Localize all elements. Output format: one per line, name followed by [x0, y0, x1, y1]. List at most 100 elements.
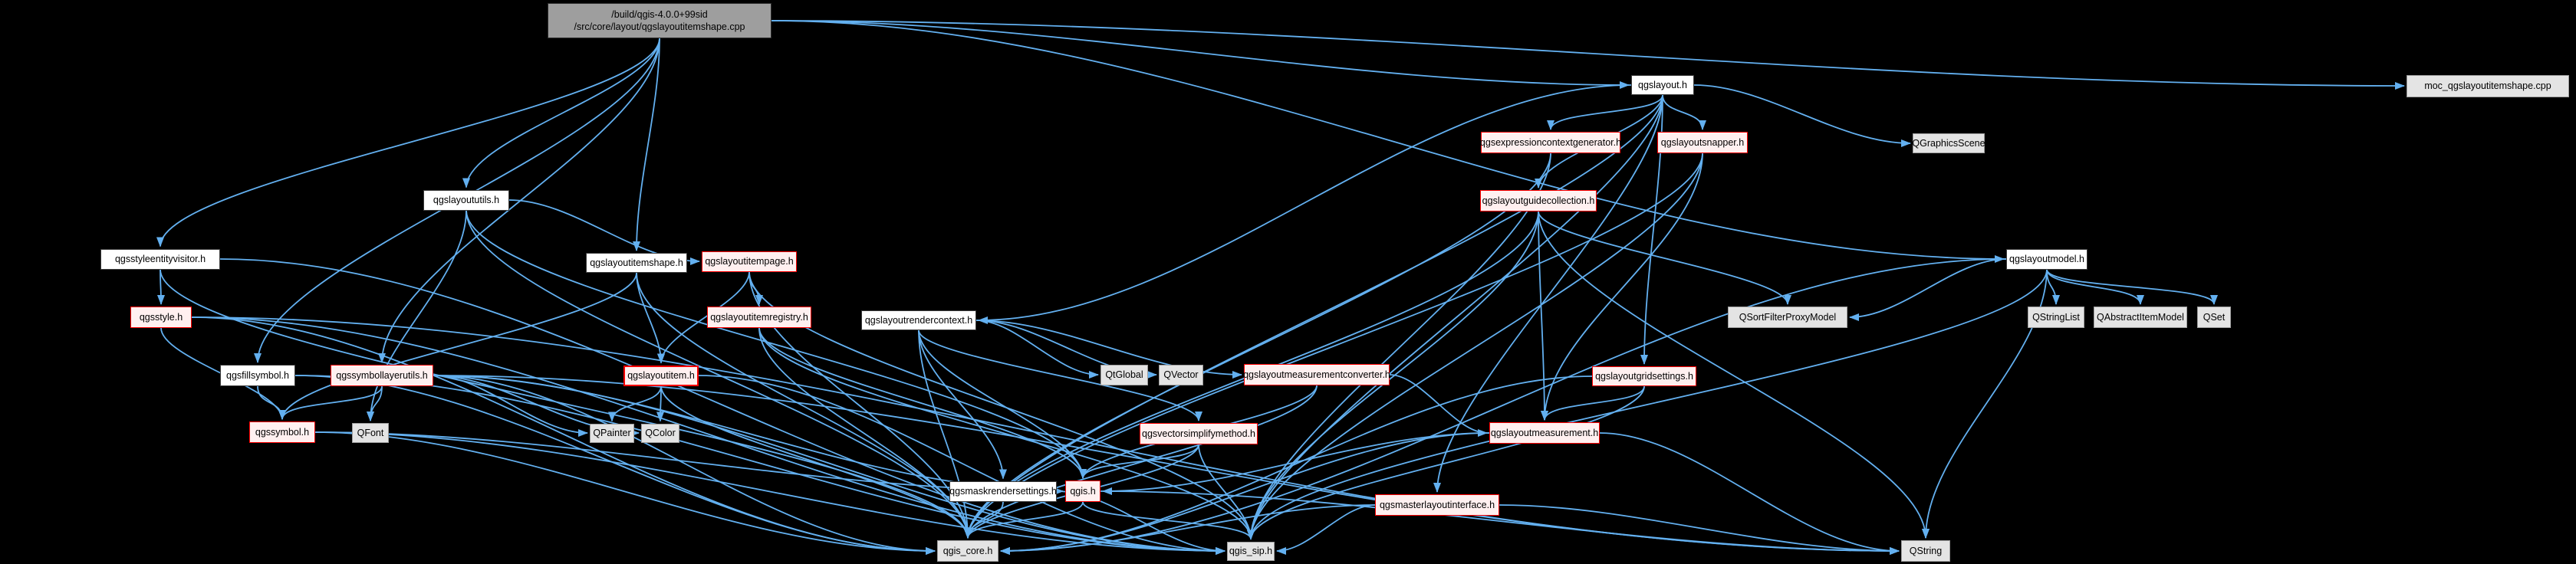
include-edge	[462, 38, 660, 189]
graph-node-layout[interactable]: qgslayout.h	[1631, 75, 1694, 95]
include-edge	[1000, 258, 2007, 555]
include-edge	[257, 385, 286, 420]
include-edge	[433, 375, 1064, 495]
graph-node-masterlayout[interactable]: qgsmasterlayoutinterface.h	[1375, 494, 1499, 516]
include-edge	[698, 375, 1225, 555]
include-edge	[466, 210, 1087, 479]
include-edge	[1079, 444, 1199, 479]
graph-node-gridsettings[interactable]: qgslayoutgridsettings.h	[1592, 366, 1696, 386]
include-edge	[964, 94, 1663, 539]
graph-node-snapper[interactable]: qgslayoutsnapper.h	[1657, 132, 1748, 153]
include-edge	[608, 385, 662, 422]
graph-node-itemshape[interactable]: qgslayoutitemshape.h	[586, 253, 687, 273]
include-edge	[1389, 374, 1488, 437]
graph-node-symbollayerutils[interactable]: qgssymbollayerutils.h	[331, 365, 433, 386]
include-edge	[633, 38, 660, 251]
include-edge	[1102, 432, 1490, 495]
include-edge	[656, 385, 665, 422]
include-edge	[2046, 269, 2218, 305]
graph-node-styleentityvisitor[interactable]: qgsstyleentityvisitor.h	[100, 248, 220, 270]
graph-node-qstring: QString	[1901, 540, 1950, 562]
include-edge	[156, 38, 660, 248]
include-edge	[758, 327, 1255, 540]
include-edge	[918, 330, 972, 539]
graph-node-layoutitem[interactable]: qgslayoutitem.h	[623, 365, 699, 386]
include-edge	[1082, 501, 1255, 540]
graph-node-rendercontext[interactable]: qgslayoutrendercontext.h	[861, 310, 976, 330]
include-edge	[294, 375, 1225, 555]
graph-node-measurement[interactable]: qgslayoutmeasurement.h	[1489, 422, 1600, 444]
include-edge	[278, 385, 383, 420]
include-edge	[219, 258, 1225, 555]
include-edge	[508, 199, 700, 265]
include-edge	[1198, 444, 1255, 540]
include-edge	[294, 375, 936, 555]
include-edge	[660, 385, 972, 539]
include-edge	[918, 330, 1202, 421]
include-edge	[975, 320, 1099, 379]
include-edge	[2046, 269, 2144, 305]
include-edge	[918, 330, 1087, 479]
graph-node-itemregistry[interactable]: qgslayoutitemregistry.h	[707, 307, 811, 328]
graph-node-itempage[interactable]: qgslayoutitempage.h	[702, 251, 797, 272]
include-edge	[1100, 490, 1900, 555]
include-edge	[1662, 94, 1706, 130]
include-edge	[978, 84, 1632, 324]
graph-node-qgish[interactable]: qgis.h	[1065, 480, 1100, 502]
include-edge	[1247, 94, 1663, 540]
graph-node-layoutmodel[interactable]: qgslayoutmodel.h	[2006, 248, 2087, 270]
include-edge	[1538, 211, 1791, 305]
graph-node-symbol[interactable]: qgssymbol.h	[249, 421, 315, 443]
include-edge	[758, 327, 1087, 479]
include-edge	[433, 375, 936, 555]
include-edge	[160, 269, 972, 539]
include-edge	[1247, 269, 2048, 540]
include-edge	[367, 210, 467, 421]
graph-node-maskrender[interactable]: qgsmaskrendersettings.h	[949, 480, 1057, 502]
graph-node-qcolor: QColor	[641, 423, 679, 443]
graph-node-qgraphicsscene: QGraphicsScene	[1912, 133, 1985, 153]
graph-node-qgiscore: qgis_core.h	[937, 540, 998, 562]
include-edge	[433, 375, 1225, 555]
graph-node-measconverter[interactable]: qgslayoutmeasurementconverter.h	[1243, 364, 1390, 385]
include-edge	[975, 320, 1242, 379]
graph-node-qpainter: QPainter	[590, 423, 634, 443]
graph-node-qsortfilterproxymodel: QSortFilterProxyModel	[1728, 307, 1847, 328]
graph-node-qstringlist: QStringList	[2028, 307, 2084, 328]
graph-node-layoututils[interactable]: qgslayoututils.h	[423, 189, 509, 211]
graph-node-root: /build/qgis-4.0.0+99sid /src/core/layout…	[548, 3, 771, 38]
include-edge	[1247, 152, 1703, 540]
graph-node-qfont: QFont	[352, 423, 389, 443]
include-edge	[1640, 94, 1663, 365]
include-edge	[1541, 385, 1645, 421]
include-edge	[278, 272, 637, 420]
include-edge	[771, 20, 2005, 263]
graph-node-vectorsimplify[interactable]: qgsvectorsimplifymethod.h	[1140, 423, 1258, 444]
include-edge	[1922, 269, 2048, 539]
graph-node-exprctxgen[interactable]: qgsexpressioncontextgenerator.h	[1480, 132, 1621, 153]
graph-node-qtglobal: QtGlobal	[1100, 364, 1148, 385]
include-edge	[433, 375, 588, 437]
include-edge	[964, 501, 1084, 539]
include-edge	[1599, 432, 1900, 555]
include-edge	[1538, 211, 1930, 539]
include-edge	[1276, 504, 1376, 555]
include-edge	[1000, 432, 1490, 555]
include-edge	[1693, 84, 1911, 147]
include-edge	[918, 330, 1007, 480]
graph-node-moc: moc_qgslayoutitemshape.cpp	[2407, 74, 2569, 97]
include-edge	[1499, 504, 1900, 555]
graph-node-fillsymbol[interactable]: qgsfillsymbol.h	[220, 365, 295, 386]
graph-node-qabstractitemmodel: QAbstractItemModel	[2094, 307, 2187, 328]
graph-node-style[interactable]: qgsstyle.h	[130, 307, 192, 328]
include-edge	[1547, 94, 1663, 130]
graph-node-qgissip: qgis_sip.h	[1227, 541, 1275, 561]
include-edge	[771, 20, 2405, 90]
include-edge	[1433, 94, 1663, 493]
graph-node-qset: QSet	[2197, 307, 2231, 328]
graph-node-guidecoll[interactable]: qgslayoutguidecollection.h	[1480, 190, 1597, 212]
graph-node-qvector: QVector	[1159, 364, 1203, 385]
include-edge	[1247, 385, 1645, 540]
